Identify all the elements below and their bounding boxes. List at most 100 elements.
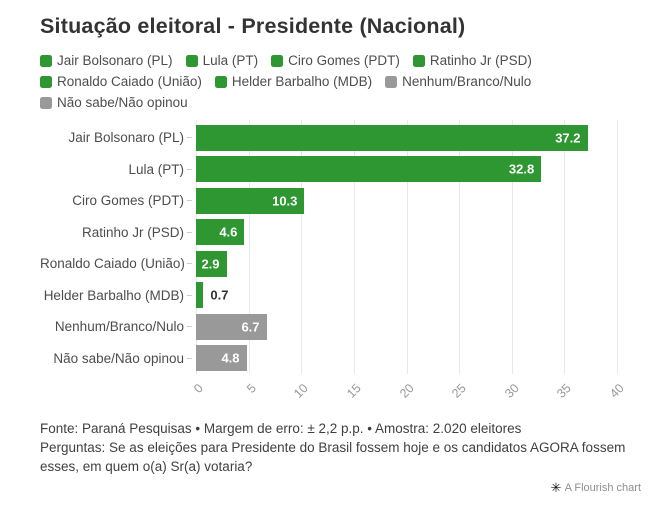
gridline [617, 120, 618, 374]
plot-cell: 4.8 [196, 345, 617, 372]
legend-swatch-icon [40, 96, 52, 109]
bar-value-label: 0.7 [210, 287, 229, 303]
bar-chart: Jair Bolsonaro (PL) 37.2 Lula (PT) 32.8 … [40, 120, 627, 410]
bar-nao-sabe[interactable]: 4.8 [196, 345, 247, 372]
axis-tick-label: 20 [396, 381, 417, 401]
flourish-credit[interactable]: ✳ A Flourish chart [551, 481, 641, 494]
plot-cell: 0.7 [196, 282, 617, 309]
bar-row: Jair Bolsonaro (PL) 37.2 [40, 122, 617, 154]
legend-label: Não sabe/Não opinou [57, 95, 188, 110]
tick-dash [187, 326, 192, 328]
legend-label: Ratinho Jr (PSD) [429, 53, 532, 68]
legend-item-lula[interactable]: Lula (PT) [185, 53, 258, 68]
source-note: Fonte: Paraná Pesquisas • Margem de erro… [40, 421, 522, 436]
legend-item-ronaldo-caiado[interactable]: Ronaldo Caiado (União) [40, 74, 202, 89]
legend-label: Jair Bolsonaro (PL) [57, 53, 173, 68]
tick-dash [187, 263, 192, 265]
bar-value-label: 4.6 [219, 224, 238, 240]
bar-row: Ratinho Jr (PSD) 4.6 [40, 217, 617, 249]
axis-tick-label: 15 [344, 381, 364, 401]
legend-label: Nenhum/Branco/Nulo [402, 74, 532, 89]
axis-tick-label: 25 [449, 381, 470, 401]
footer-notes: Fonte: Paraná Pesquisas • Margem de erro… [40, 420, 640, 477]
category-label: Ronaldo Caiado (União) [40, 256, 185, 272]
legend-item-helder-barbalho[interactable]: Helder Barbalho (MDB) [214, 74, 373, 89]
bar-value-label: 10.3 [272, 193, 298, 209]
legend-row: Não sabe/Não opinou [40, 95, 659, 110]
bar-ronaldo-caiado[interactable]: 2.9 [196, 250, 227, 277]
category-label: Ratinho Jr (PSD) [81, 224, 184, 240]
tick-dash [187, 357, 192, 359]
legend-item-ratinho-jr[interactable]: Ratinho Jr (PSD) [412, 53, 532, 68]
credit-label: A Flourish chart [564, 481, 641, 494]
legend-swatch-icon [271, 54, 284, 67]
gridline [353, 120, 355, 374]
bar-value-label: 6.7 [241, 319, 260, 335]
legend-label: Ciro Gomes (PDT) [288, 53, 400, 68]
plot-cell: 6.7 [196, 313, 617, 340]
gridlines [196, 120, 618, 374]
bar-value-label: 37.2 [555, 130, 581, 146]
bar-row: Helder Barbalho (MDB) 0.7 [40, 280, 617, 312]
category-label: Ciro Gomes (PDT) [72, 193, 184, 209]
category-label: Nenhum/Branco/Nulo [54, 319, 184, 335]
gridline [196, 120, 197, 374]
tick-dash [187, 231, 192, 233]
gridline [459, 120, 461, 374]
bar-lula[interactable]: 32.8 [196, 156, 542, 183]
legend-swatch-icon [40, 75, 52, 88]
legend-item-jair-bolsonaro[interactable]: Jair Bolsonaro (PL) [40, 53, 173, 68]
legend-swatch-icon [214, 75, 227, 88]
legend-item-nao-sabe[interactable]: Não sabe/Não opinou [40, 95, 188, 110]
plot-cell: 2.9 [196, 250, 617, 277]
legend-row: Jair Bolsonaro (PL) Lula (PT) Ciro Gomes… [40, 53, 659, 68]
legend-swatch-icon [185, 54, 198, 67]
legend-label: Helder Barbalho (MDB) [231, 74, 373, 89]
plot-cell: 37.2 [196, 124, 617, 151]
axis-tick-label: 40 [607, 381, 627, 401]
x-axis: 0 5 10 15 20 25 30 35 40 [191, 374, 627, 410]
bar-nenhum-branco-nulo[interactable]: 6.7 [196, 313, 267, 340]
legend-item-nenhum-branco-nulo[interactable]: Nenhum/Branco/Nulo [385, 74, 531, 89]
category-label: Jair Bolsonaro (PL) [68, 130, 184, 146]
gridline [406, 120, 408, 374]
plot-cell: 32.8 [196, 156, 617, 183]
bar-jair-bolsonaro[interactable]: 37.2 [196, 124, 588, 151]
gridline [301, 120, 303, 374]
axis-tick-label: 30 [501, 381, 522, 401]
bar-row: Ciro Gomes (PDT) 10.3 [40, 185, 617, 217]
axis-tick-label: 35 [554, 381, 575, 401]
legend-row: Ronaldo Caiado (União) Helder Barbalho (… [40, 74, 659, 89]
tick-dash [187, 294, 192, 296]
page-title: Situação eleitoral - Presidente (Naciona… [40, 14, 466, 38]
tick-dash [187, 137, 192, 139]
bar-ciro-gomes[interactable]: 10.3 [196, 187, 305, 214]
bar-value-label: 32.8 [508, 161, 535, 177]
bar-helder-barbalho[interactable]: 0.7 [196, 282, 228, 309]
legend-swatch-icon [40, 54, 52, 67]
tick-dash [187, 200, 192, 202]
legend-label: Ronaldo Caiado (União) [57, 74, 202, 89]
bar-row: Ronaldo Caiado (União) 2.9 [40, 248, 617, 280]
bar-row: Não sabe/Não opinou 4.8 [40, 343, 617, 375]
tick-dash [187, 168, 192, 170]
axis-tick-label: 10 [291, 381, 312, 401]
legend-item-ciro-gomes[interactable]: Ciro Gomes (PDT) [271, 53, 400, 68]
bar-value-label: 2.9 [201, 256, 220, 272]
gridline [564, 120, 566, 374]
legend-swatch-icon [385, 75, 398, 88]
legend-swatch-icon [412, 54, 425, 67]
legend: Jair Bolsonaro (PL) Lula (PT) Ciro Gomes… [40, 53, 659, 110]
axis-tick-label: 5 [243, 381, 259, 396]
gridline [248, 120, 250, 374]
plot-cell: 4.6 [196, 219, 617, 246]
bar-value-label: 4.8 [221, 350, 240, 366]
category-label: Helder Barbalho (MDB) [43, 287, 184, 303]
bar-row: Lula (PT) 32.8 [40, 154, 617, 186]
category-label: Lula (PT) [128, 161, 184, 177]
bar-ratinho-jr[interactable]: 4.6 [196, 219, 245, 246]
category-label: Não sabe/Não opinou [53, 350, 184, 366]
flourish-star-icon: ✳ [550, 480, 562, 495]
plot-cell: 10.3 [196, 187, 617, 214]
